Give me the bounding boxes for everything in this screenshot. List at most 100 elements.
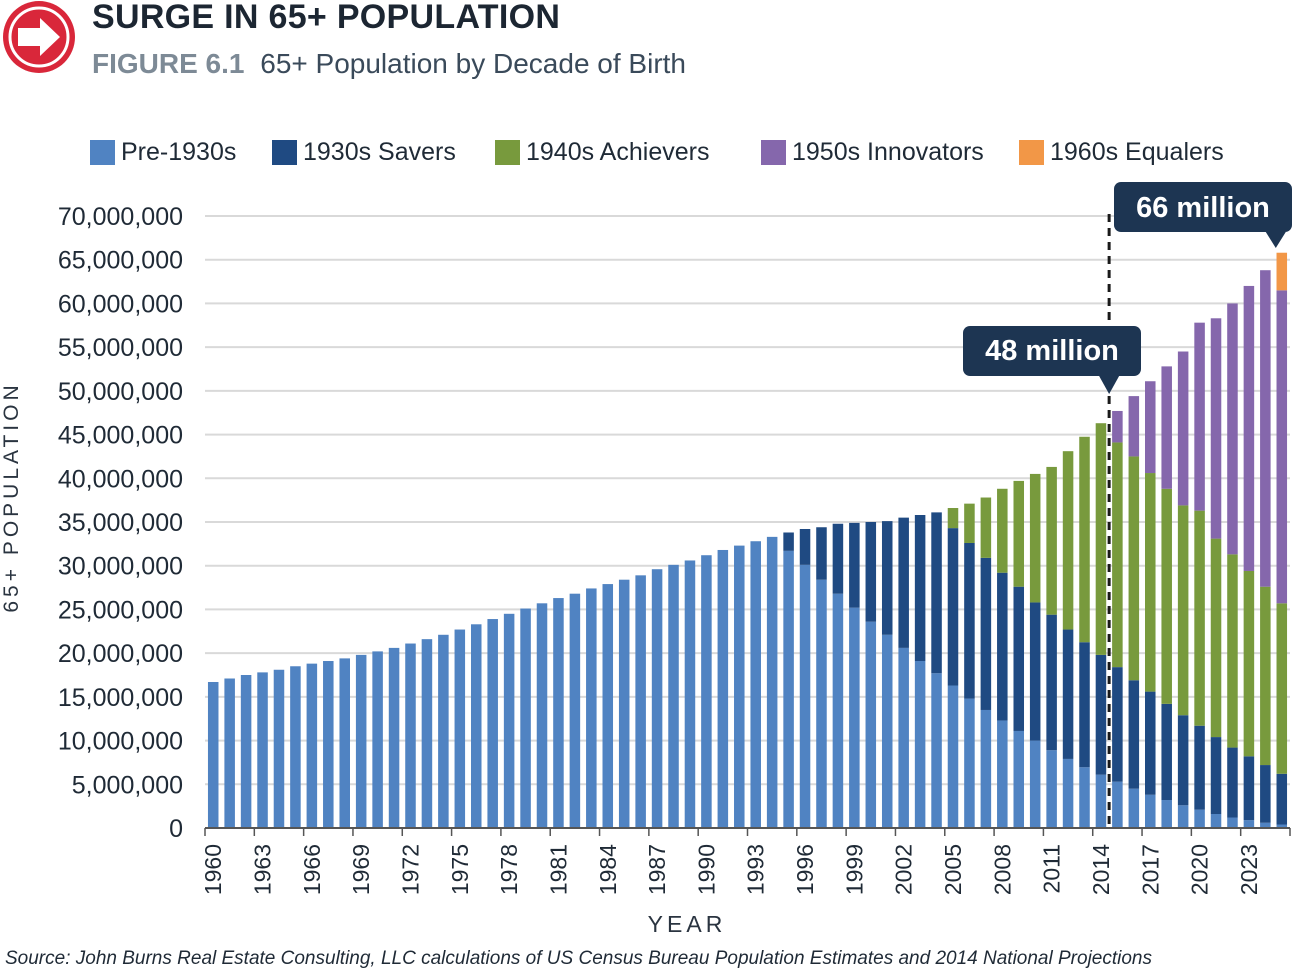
bar-segment [1227, 747, 1238, 818]
subtitle-text: 65+ Population by Decade of Birth [260, 48, 686, 79]
callout-48-million [963, 326, 1141, 376]
bar-segment [1128, 680, 1140, 789]
bar-segment [668, 564, 679, 828]
x-tick-label: 1963 [250, 844, 276, 895]
figure-label: FIGURE 6.1 [92, 48, 245, 79]
y-tick-label: 55,000,000 [58, 334, 183, 362]
bar-segment [224, 678, 235, 828]
bar-segment [1161, 800, 1172, 828]
x-tick-label: 1990 [693, 844, 719, 895]
bar-segment [947, 528, 959, 686]
bar-segment [1079, 642, 1090, 768]
bar-segment [618, 579, 630, 828]
x-tick-label: 2020 [1187, 844, 1213, 895]
bar-segment [1145, 381, 1156, 474]
x-tick-label: 2002 [891, 844, 917, 895]
bar-segment [980, 557, 992, 710]
bar-segment [1079, 767, 1090, 828]
bar-segment [1276, 603, 1288, 774]
bar-segment [1194, 809, 1205, 828]
callout-66-million [1114, 182, 1292, 232]
bar-segment [503, 613, 515, 828]
bar-segment [1062, 629, 1074, 759]
bar-segment [1013, 480, 1025, 587]
bar-segment [1112, 781, 1123, 828]
source-note: Source: John Burns Real Estate Consultin… [5, 948, 1152, 969]
bar-segment [536, 603, 548, 828]
bar-segment [421, 639, 433, 828]
x-tick-label: 1984 [595, 844, 621, 895]
bar-segment [799, 564, 811, 828]
x-tick-label: 2011 [1039, 844, 1065, 893]
y-tick-label: 35,000,000 [58, 509, 183, 537]
bar-segment [1145, 794, 1156, 828]
bar-segment [783, 550, 794, 828]
callout-66-text: 66 million [1136, 192, 1270, 224]
bar-segment [816, 527, 827, 580]
y-tick-label: 25,000,000 [58, 596, 183, 624]
x-tick-label: 1960 [200, 844, 226, 895]
bar-segment [520, 608, 531, 828]
bar-segment [1260, 765, 1271, 823]
bar-segment [997, 488, 1008, 573]
bar-segment [783, 532, 794, 551]
chart-legend: Pre-1930s 1930s Savers 1940s Achievers 1… [90, 136, 1290, 168]
bar-segment [1013, 586, 1025, 731]
y-tick-label: 65,000,000 [58, 247, 183, 275]
bar-segment [438, 634, 449, 828]
bar-segment [388, 647, 400, 828]
bar-segment [1013, 730, 1025, 828]
bar-segment [766, 536, 778, 828]
bar-segment [257, 672, 268, 828]
bar-segment [1062, 758, 1074, 828]
bar-segment [1243, 820, 1255, 828]
bar-segment [914, 661, 926, 828]
bar-segment [323, 661, 334, 828]
x-tick-label: 1975 [447, 844, 473, 895]
bar-segment [1079, 436, 1090, 643]
y-tick-label: 0 [169, 815, 183, 843]
bar-segment [750, 541, 761, 828]
bar-segment [816, 579, 827, 828]
arrow-right-circle-icon [2, 0, 76, 79]
x-tick-label: 1987 [644, 844, 670, 895]
bar-segment [881, 521, 893, 635]
figure-subtitle: FIGURE 6.1 65+ Population by Decade of B… [92, 48, 686, 80]
bar-segment [1145, 473, 1156, 692]
y-tick-label: 15,000,000 [58, 684, 183, 712]
legend-label-1950s: 1950s Innovators [792, 138, 984, 166]
legend-swatch-1930s [272, 140, 297, 165]
y-tick-label: 5,000,000 [72, 771, 183, 799]
bar-segment [1095, 423, 1107, 655]
bar-segment [1029, 473, 1041, 603]
bar-segment [1210, 318, 1222, 539]
bar-segment [1177, 351, 1189, 506]
bar-segment [1210, 538, 1222, 738]
bar-segment [1260, 586, 1271, 766]
bar-segment [1276, 252, 1288, 291]
bar-segment [339, 658, 350, 828]
bar-segment [1276, 290, 1288, 604]
callout-48-text: 48 million [985, 335, 1119, 367]
bar-segment [207, 681, 219, 828]
bar-segment [1177, 715, 1189, 806]
x-tick-label: 2014 [1088, 844, 1114, 895]
bar-segment [898, 517, 909, 648]
bar-segment [240, 675, 252, 828]
bar-segment [701, 555, 712, 828]
bar-segment [947, 685, 959, 828]
bar-segment [980, 497, 992, 558]
bar-segment [865, 522, 877, 622]
bar-segment [1046, 614, 1057, 751]
bar-segment [553, 598, 564, 828]
bar-segment [832, 523, 844, 594]
bar-segment [1243, 570, 1255, 757]
bar-segment [1029, 740, 1041, 828]
x-tick-label: 1969 [348, 844, 374, 895]
bar-segment [470, 624, 482, 828]
bar-segment [1128, 788, 1140, 828]
bar-segment [1161, 488, 1172, 704]
x-tick-label: 1966 [299, 844, 325, 895]
bar-segment [947, 508, 959, 529]
